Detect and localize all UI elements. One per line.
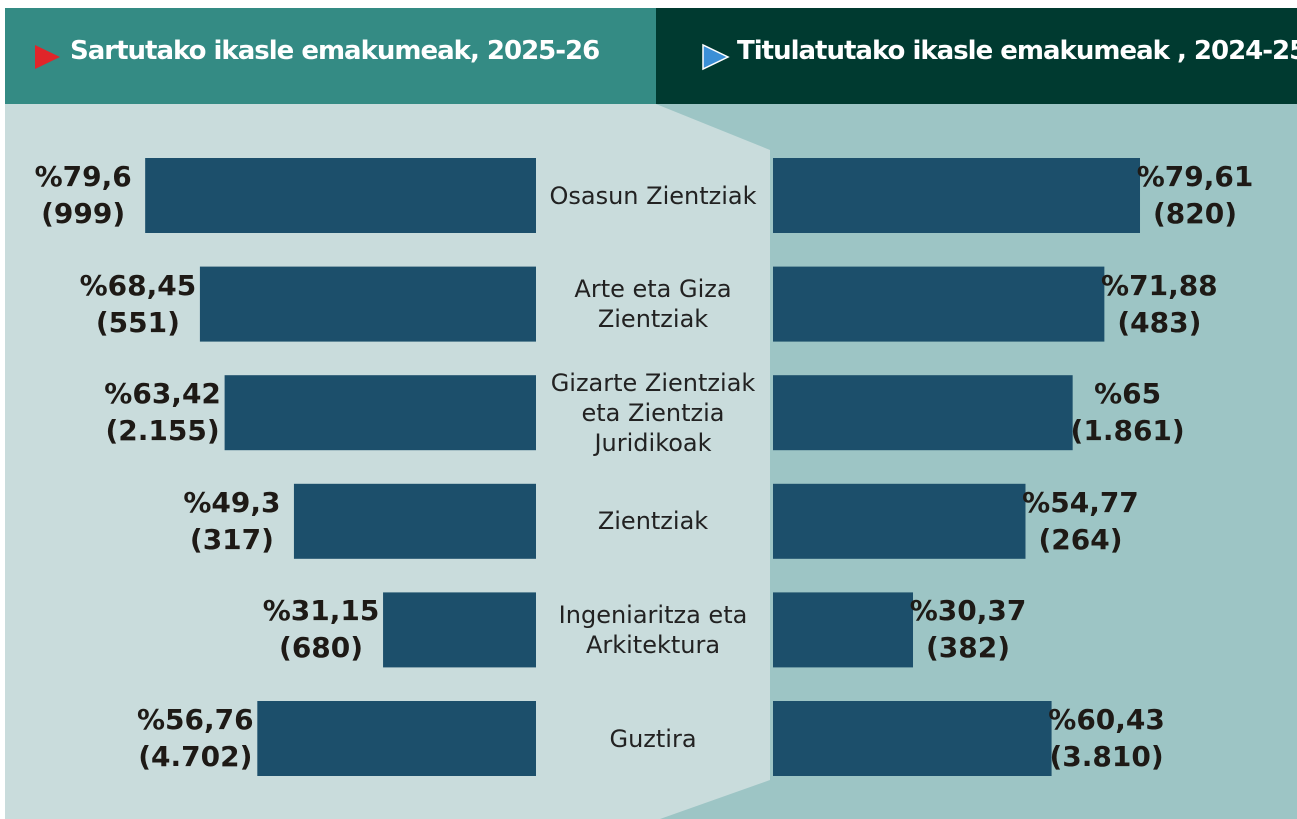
value-label: %54,77 (1022, 485, 1139, 519)
count-label: (999) (41, 197, 126, 230)
bar (773, 592, 914, 668)
header-right (656, 8, 1297, 104)
bar (773, 701, 1052, 776)
count-label: (2.155) (105, 414, 220, 448)
series-title: Sartutako ikasle emakumeak, 2025-26 (70, 36, 600, 66)
bar (257, 701, 536, 776)
series-title: Titulatutako ikasle emakumeak , 2024-25 (737, 36, 1297, 66)
marker-left (35, 45, 60, 69)
value-label: %68,45 (79, 268, 197, 302)
count-label: (382) (925, 631, 1011, 665)
bar (773, 158, 1141, 233)
value-label: %31,15 (262, 594, 380, 628)
count-label: (264) (1038, 522, 1123, 556)
category-label: Arte eta Giza Zientziak (574, 275, 732, 334)
count-label: (317) (189, 522, 274, 556)
bar (199, 266, 536, 342)
value-label: %49,3 (183, 485, 281, 519)
bar (224, 375, 537, 451)
value-label: %60,43 (1048, 703, 1165, 736)
header-left (5, 8, 656, 104)
value-label: %79,61 (1136, 160, 1254, 193)
bar (773, 483, 1026, 559)
category-label: Osasun Zientziak (549, 181, 757, 210)
marker-right (702, 43, 730, 71)
bar (145, 158, 536, 233)
value-label: %71,88 (1101, 268, 1218, 302)
bar (383, 592, 536, 668)
value-label: %65 (1094, 377, 1162, 411)
count-label: (4.702) (138, 740, 253, 773)
category-label: Gizarte Zientziak eta Zientzia Juridikoa… (550, 368, 756, 457)
category-label: Ingeniaritza eta Arkitektura (558, 600, 748, 659)
bar (293, 483, 536, 559)
count-label: (820) (1152, 197, 1238, 230)
panel-left (5, 104, 770, 819)
value-label: %63,42 (104, 377, 221, 411)
count-label: (551) (95, 305, 180, 339)
count-label: (3.810) (1049, 740, 1164, 773)
category-label: Zientziak (597, 507, 709, 536)
bar (773, 375, 1073, 451)
count-label: (680) (279, 631, 364, 665)
value-label: %30,37 (909, 594, 1027, 628)
count-label: (1.861) (1070, 414, 1185, 448)
value-label: %79,6 (34, 160, 132, 193)
category-label: Guztira (609, 724, 697, 753)
count-label: (483) (1117, 305, 1202, 339)
bar (773, 266, 1105, 342)
value-label: %56,76 (136, 703, 254, 736)
